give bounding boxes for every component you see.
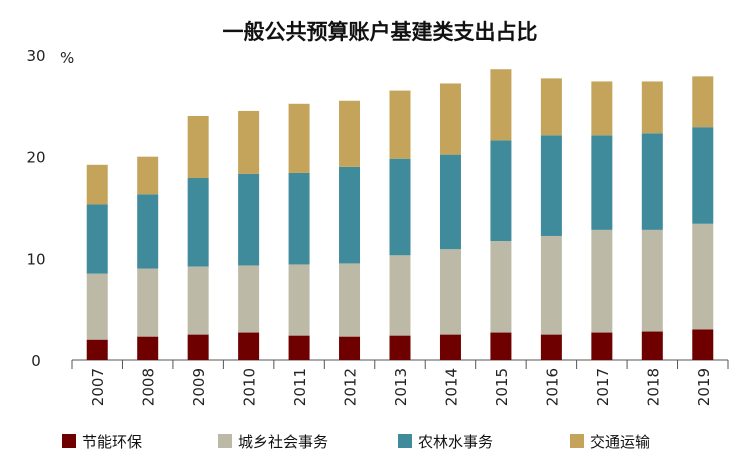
bar-segment-2007-s0: [86, 339, 108, 360]
bar-segment-2016-s2: [540, 135, 562, 236]
bar-segment-2009-s1: [187, 266, 209, 335]
bar-segment-2012-s2: [339, 166, 361, 264]
bar-segment-2017-s2: [591, 135, 613, 230]
bar-segment-2013-s0: [389, 335, 411, 360]
bar-segment-2017-s3: [591, 81, 613, 136]
bar-segment-2011-s3: [288, 103, 310, 173]
x-tick-label-2009: 2009: [190, 368, 208, 406]
bar-segment-2010-s3: [238, 110, 260, 174]
bar-segment-2009-s2: [187, 178, 209, 267]
bar-segment-2008-s2: [137, 194, 159, 269]
bar-segment-2010-s0: [238, 332, 260, 360]
x-tick-label-2019: 2019: [695, 368, 713, 406]
y-tick-label-10: 10: [26, 250, 45, 268]
bars-group: [86, 69, 714, 360]
y-tick-label-0: 0: [31, 352, 41, 370]
bar-segment-2014-s3: [439, 83, 461, 155]
x-tick-label-2015: 2015: [493, 368, 511, 406]
bar-segment-2007-s3: [86, 164, 108, 205]
bar-segment-2011-s1: [288, 264, 310, 336]
y-unit-label: %: [60, 49, 74, 67]
bar-segment-2008-s1: [137, 268, 159, 337]
bar-segment-2008-s0: [137, 336, 159, 360]
bar-segment-2013-s2: [389, 158, 411, 256]
bar-segment-2010-s2: [238, 173, 260, 266]
bar-segment-2015-s1: [490, 241, 512, 333]
bar-segment-2007-s1: [86, 273, 108, 340]
bar-segment-2018-s2: [641, 133, 663, 230]
legend-swatch-s3: [570, 434, 584, 448]
x-tick-label-2011: 2011: [291, 368, 309, 406]
legend-label-s1: 城乡社会事务: [238, 433, 328, 451]
bar-segment-2019-s3: [692, 76, 714, 128]
bar-segment-2015-s0: [490, 332, 512, 360]
x-tick-label-2017: 2017: [594, 368, 612, 406]
bar-segment-2013-s3: [389, 90, 411, 159]
bar-segment-2015-s3: [490, 69, 512, 141]
legend-label-s0: 节能环保: [82, 433, 142, 451]
bar-segment-2016-s1: [540, 235, 562, 335]
bar-segment-2014-s0: [439, 334, 461, 360]
bar-segment-2009-s3: [187, 116, 209, 179]
bar-segment-2014-s1: [439, 249, 461, 335]
x-tick-label-2008: 2008: [140, 368, 158, 406]
bar-segment-2017-s0: [591, 332, 613, 360]
x-tick-label-2016: 2016: [543, 368, 561, 406]
bar-segment-2013-s1: [389, 255, 411, 336]
x-tick-label-2012: 2012: [342, 368, 360, 406]
x-tick-label-2010: 2010: [241, 368, 259, 406]
bar-segment-2019-s0: [692, 329, 714, 360]
legend-label-s2: 农林水事务: [418, 433, 493, 451]
bar-segment-2018-s1: [641, 229, 663, 332]
chart-title: 一般公共预算账户基建类支出占比: [223, 20, 538, 44]
legend-swatch-s1: [218, 434, 232, 448]
legend-label-s3: 交通运输: [590, 433, 650, 451]
x-tick-label-2014: 2014: [442, 368, 460, 406]
bar-segment-2017-s1: [591, 229, 613, 333]
x-axis: 2007 2008 2009 2010 2011 2012 2013 2014 2015 2016…: [71, 359, 729, 406]
legend-swatch-s2: [398, 434, 412, 448]
x-tick-label-2018: 2018: [644, 368, 662, 406]
y-tick-label-30: 30: [26, 47, 45, 65]
bar-segment-2016-s3: [540, 78, 562, 136]
bar-segment-2011-s2: [288, 172, 310, 265]
bar-segment-2012-s1: [339, 263, 361, 337]
legend: 节能环保 城乡社会事务 农林水事务 交通运输: [62, 433, 650, 451]
bar-segment-2012-s3: [339, 100, 361, 167]
y-tick-label-20: 20: [26, 149, 45, 167]
bar-segment-2015-s2: [490, 140, 512, 242]
bar-segment-2007-s2: [86, 204, 108, 274]
bar-segment-2019-s2: [692, 127, 714, 224]
bar-segment-2018-s3: [641, 81, 663, 134]
bar-segment-2011-s0: [288, 335, 310, 360]
bar-segment-2009-s0: [187, 334, 209, 360]
bar-segment-2019-s1: [692, 223, 714, 330]
bar-segment-2014-s2: [439, 154, 461, 250]
x-tick-label-2007: 2007: [89, 368, 107, 406]
bar-segment-2018-s0: [641, 331, 663, 360]
legend-swatch-s0: [62, 434, 76, 448]
bar-segment-2012-s0: [339, 336, 361, 360]
x-tick-label-2013: 2013: [392, 368, 410, 406]
bar-segment-2008-s3: [137, 156, 159, 195]
y-axis: 0 10 20 30: [26, 47, 45, 370]
bar-segment-2016-s0: [540, 334, 562, 360]
bar-segment-2010-s1: [238, 265, 260, 333]
